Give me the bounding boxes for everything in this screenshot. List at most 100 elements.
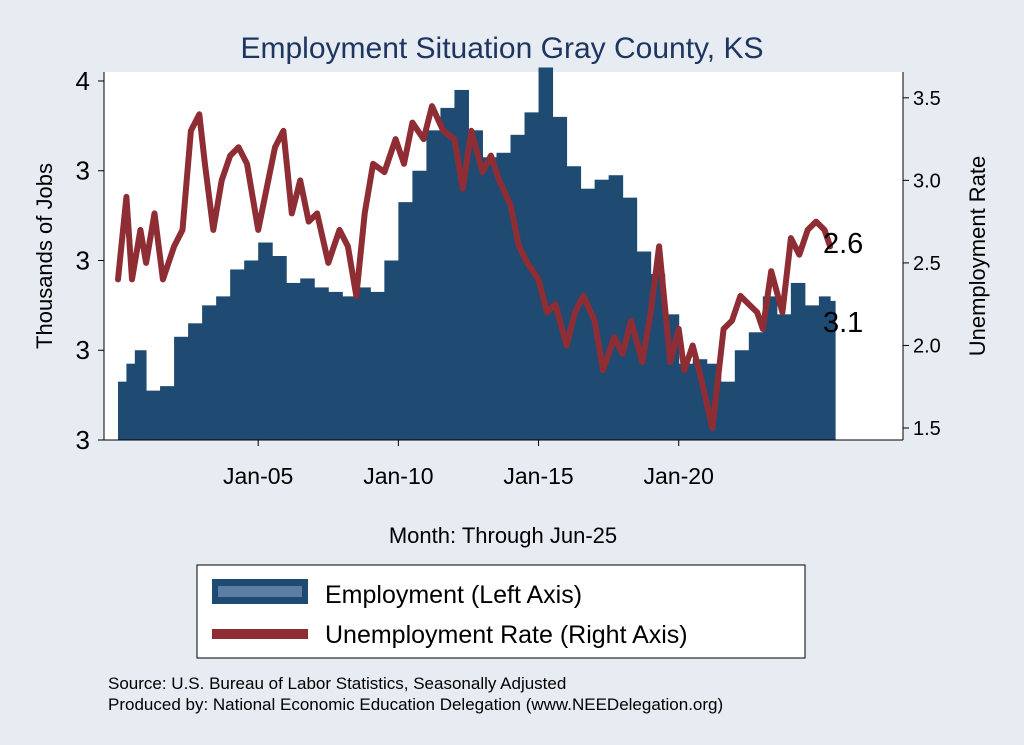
- unemployment-point: [280, 128, 286, 134]
- employment-bar: [230, 269, 245, 440]
- employment-bar: [356, 287, 371, 440]
- unemployment-point: [544, 309, 550, 315]
- employment-bar: [468, 130, 483, 440]
- employment-bar: [538, 67, 554, 440]
- legend-label-employment: Employment (Left Axis): [325, 581, 582, 609]
- unemployment-point: [496, 177, 502, 183]
- employment-bar: [426, 130, 441, 440]
- producer-note: Produced by: National Economic Education…: [108, 695, 723, 714]
- unemployment-point: [137, 227, 143, 233]
- unemployment-point: [709, 425, 715, 431]
- unemployment-point: [600, 367, 606, 373]
- unemployment-point: [421, 136, 427, 142]
- x-tick-label: Jan-10: [363, 463, 433, 489]
- employment-bar: [566, 166, 582, 440]
- x-axis-label: Month: Through Jun-25: [389, 523, 617, 548]
- employment-bar: [440, 107, 455, 440]
- unemployment-point: [827, 243, 833, 249]
- unemployment-point: [409, 120, 415, 126]
- right-tick-label: 3.0: [913, 170, 941, 192]
- unemployment-point: [393, 136, 399, 142]
- unemployment-point: [219, 177, 225, 183]
- employment-bar: [412, 170, 427, 441]
- employment-bar: [314, 287, 329, 440]
- unemployment-point: [362, 210, 368, 216]
- unemployment-point: [592, 318, 598, 324]
- unemployment-point: [572, 309, 578, 315]
- employment-bar: [594, 179, 610, 440]
- unemployment-point: [620, 351, 626, 357]
- unemployment-point: [401, 161, 407, 167]
- employment-bar: [524, 112, 540, 440]
- right-tick-label: 3.5: [913, 88, 941, 110]
- unemployment-point: [754, 309, 760, 315]
- unemployment-point: [796, 252, 802, 258]
- unemployment-point: [516, 243, 522, 249]
- left-axis-label: Thousands of Jobs: [32, 163, 57, 349]
- left-tick-label: 3: [76, 335, 90, 365]
- unemployment-point: [179, 227, 185, 233]
- left-tick-label: 3: [76, 245, 90, 275]
- unemployment-point: [676, 326, 682, 332]
- right-axis-label: Unemployment Rate: [965, 156, 990, 357]
- legend: Employment (Left Axis) Unemployment Rate…: [196, 564, 806, 659]
- employment-bar: [118, 381, 127, 440]
- employment-bar: [804, 305, 820, 440]
- unemployment-point: [536, 276, 542, 282]
- unemployment-point: [656, 243, 662, 249]
- unemployment-point: [737, 293, 743, 299]
- unemployment-point: [639, 359, 645, 365]
- unemployment-point: [353, 293, 359, 299]
- right-tick-label: 2.0: [913, 335, 941, 357]
- unemployment-point: [667, 359, 673, 365]
- unemployment-point: [508, 202, 514, 208]
- unemployment-point: [272, 144, 278, 150]
- unemployment-point: [552, 301, 558, 307]
- employment-bar: [258, 242, 273, 440]
- employment-bar: [398, 202, 413, 440]
- unemployment-point: [440, 128, 446, 134]
- unemployment-point: [255, 227, 261, 233]
- unemployment-point: [314, 210, 320, 216]
- unemployment-point: [210, 227, 216, 233]
- employment-end-label: 3.1: [823, 307, 863, 339]
- unemployment-point: [779, 309, 785, 315]
- right-axis-ticks: 1.5 2.0 2.5 3.0 3.5: [903, 88, 941, 440]
- unemployment-point: [236, 144, 242, 150]
- employment-bar: [678, 363, 694, 440]
- employment-bar: [174, 336, 189, 440]
- unemployment-point: [729, 318, 735, 324]
- employment-bar: [370, 291, 385, 440]
- unemployment-point: [289, 210, 295, 216]
- unemployment-point: [681, 367, 687, 373]
- unemployment-point: [336, 227, 342, 233]
- unemployment-point: [611, 334, 617, 340]
- right-tick-label: 1.5: [913, 418, 941, 440]
- unemployment-point: [788, 235, 794, 241]
- employment-bar: [580, 188, 596, 440]
- unemployment-point: [648, 309, 654, 315]
- employment-bar: [216, 296, 231, 440]
- employment-bar: [734, 350, 750, 440]
- x-tick-label: Jan-20: [644, 463, 714, 489]
- unemployment-point: [721, 326, 727, 332]
- unemployment-point: [171, 243, 177, 249]
- unemployment-point: [628, 318, 634, 324]
- employment-bar: [762, 296, 778, 440]
- employment-bar: [720, 381, 736, 440]
- unemployment-end-label: 2.6: [823, 228, 863, 260]
- unemployment-point: [151, 210, 157, 216]
- unemployment-point: [524, 260, 530, 266]
- left-tick-label: 3: [76, 156, 90, 186]
- x-tick-label: Jan-15: [503, 463, 573, 489]
- unemployment-point: [468, 128, 474, 134]
- employment-bar: [818, 296, 831, 440]
- employment-bar: [134, 350, 147, 440]
- unemployment-point: [188, 128, 194, 134]
- unemployment-point: [115, 276, 121, 282]
- employment-bar: [608, 175, 624, 440]
- unemployment-point: [297, 177, 303, 183]
- unemployment-point: [129, 276, 135, 282]
- employment-bar: [272, 256, 287, 440]
